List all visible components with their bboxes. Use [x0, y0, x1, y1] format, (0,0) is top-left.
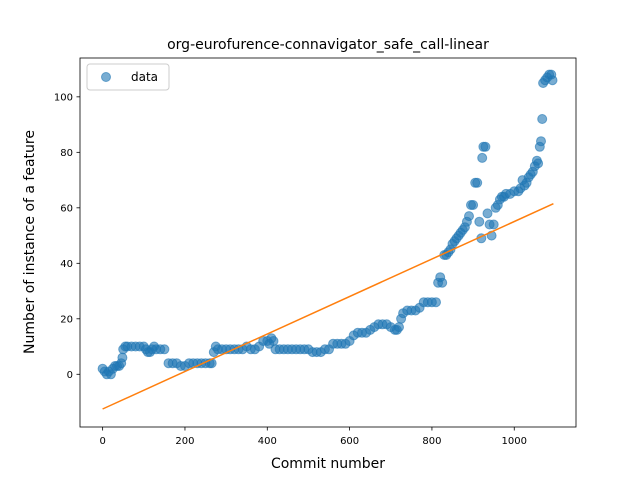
x-tick-label: 600 — [340, 436, 359, 447]
y-tick-label: 0 — [67, 370, 73, 381]
legend-marker-data — [101, 72, 111, 82]
data-point — [159, 344, 170, 355]
axes-frame — [79, 57, 577, 428]
data-point — [431, 297, 441, 308]
data-point — [480, 141, 491, 152]
data-point — [472, 177, 483, 188]
data-point — [482, 208, 493, 219]
y-tick-label: 40 — [60, 259, 73, 270]
data-point — [536, 136, 546, 147]
data-point — [117, 352, 128, 363]
chart-title: org-eurofurence-connavigator_safe_call-l… — [167, 37, 489, 53]
legend-frame — [86, 63, 170, 91]
data-point — [468, 200, 479, 210]
data-point — [394, 322, 404, 333]
data-point — [547, 75, 558, 86]
x-tick-label: 200 — [175, 436, 194, 447]
data-point — [533, 158, 544, 169]
axes: 0 200 400 600 800 1000 0 20 40 60 80 100 — [54, 57, 577, 447]
data-point — [268, 336, 279, 346]
legend-label-data: data — [131, 70, 158, 84]
x-tick-label: 1000 — [502, 436, 527, 447]
x-tick-label: 800 — [422, 436, 441, 447]
fit-line — [102, 203, 554, 410]
y-axis-label: Number of instance of a feature — [22, 130, 38, 354]
plot-area — [97, 69, 558, 410]
legend: data — [86, 63, 170, 91]
y-tick-label: 20 — [60, 314, 73, 325]
y-tick-label: 100 — [54, 92, 73, 103]
y-tick-label: 60 — [60, 203, 73, 214]
x-tick-label: 0 — [99, 436, 105, 447]
x-axis-label: Commit number — [271, 456, 385, 472]
x-tick-label: 400 — [258, 436, 277, 447]
data-point — [537, 114, 548, 124]
data-point — [488, 219, 499, 230]
data-point — [477, 152, 488, 163]
data-point — [464, 211, 474, 222]
data-point — [474, 216, 485, 227]
y-tick-label: 80 — [60, 148, 73, 159]
data-point — [437, 277, 448, 288]
